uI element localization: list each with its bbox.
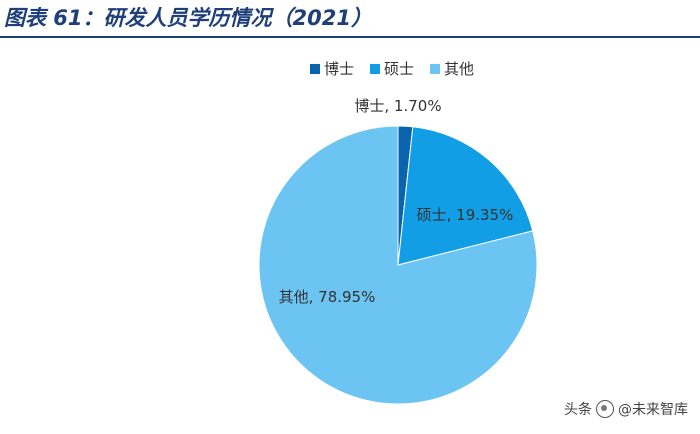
watermark-prefix: 头条 [564,402,592,418]
watermark-logo-icon [596,400,614,418]
legend-swatch-phd [310,63,320,74]
slice-master [397,126,534,266]
pie-labels: 博士, 1.70% 硕士, 19.35% 其他, 78.95% [279,97,514,306]
slice-other [258,125,538,405]
label-master: 硕士, 19.35% [417,206,514,224]
label-phd: 博士, 1.70% [354,97,441,115]
legend-item-phd: 博士 [310,58,354,79]
pie-slices [258,125,538,405]
title-divider [0,36,700,38]
legend-label-other: 其他 [444,60,475,78]
figure-title: 图表 61：研发人员学历情况（2021） [4,6,372,30]
label-other: 其他, 78.95% [279,288,376,306]
legend-swatch-master [370,63,381,74]
legend-label-phd: 博士 [324,60,355,78]
legend-swatch-other [430,63,441,74]
chart-legend: 博士 硕士 其他 [310,58,490,79]
watermark-handle: @未来智库 [618,402,688,418]
legend-item-master: 硕士 [370,58,414,79]
watermark: 头条 @未来智库 [560,398,692,420]
legend-label-master: 硕士 [384,60,415,78]
legend-item-other: 其他 [430,58,474,79]
